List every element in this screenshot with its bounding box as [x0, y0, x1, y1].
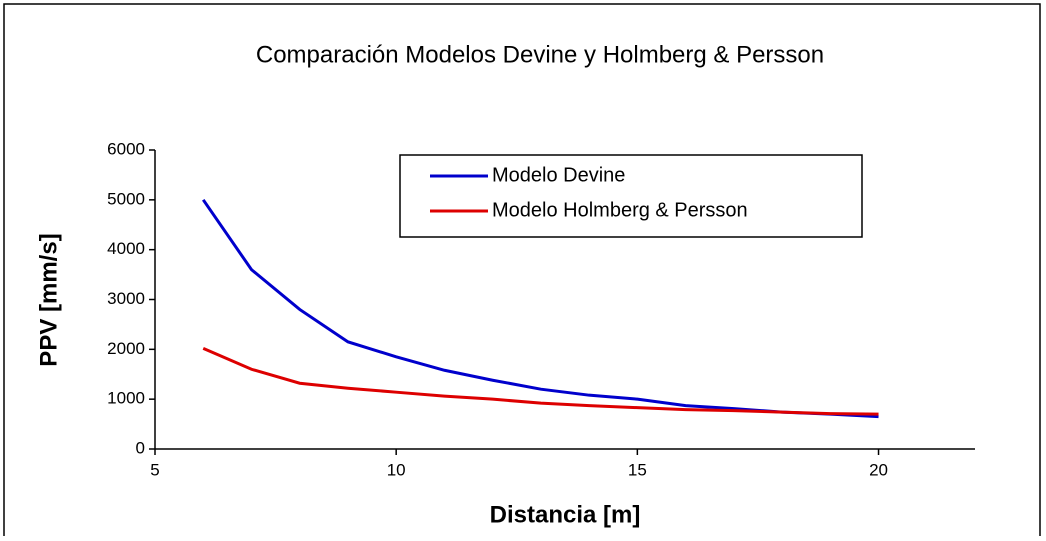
y-tick-label: 5000 [107, 189, 145, 208]
chart-title: Comparación Modelos Devine y Holmberg & … [256, 41, 824, 68]
x-axis-label: Distancia [m] [490, 501, 641, 528]
y-tick-label: 3000 [107, 289, 145, 308]
y-tick-label: 2000 [107, 339, 145, 358]
y-tick-label: 0 [136, 438, 145, 457]
y-tick-label: 6000 [107, 139, 145, 158]
x-tick-label: 15 [628, 460, 647, 479]
legend-label: Modelo Devine [492, 164, 625, 186]
x-tick-label: 10 [387, 460, 406, 479]
x-tick-label: 5 [150, 460, 159, 479]
y-tick-label: 1000 [107, 389, 145, 408]
legend-box [399, 154, 863, 238]
chart-border [3, 3, 1041, 541]
x-tick-label: 20 [869, 460, 888, 479]
y-tick-label: 4000 [107, 239, 145, 258]
data-line [202, 346, 879, 416]
y-axis-label: PPV [mm/s] [35, 233, 62, 366]
legend-label: Modelo Holmberg & Persson [492, 199, 748, 221]
